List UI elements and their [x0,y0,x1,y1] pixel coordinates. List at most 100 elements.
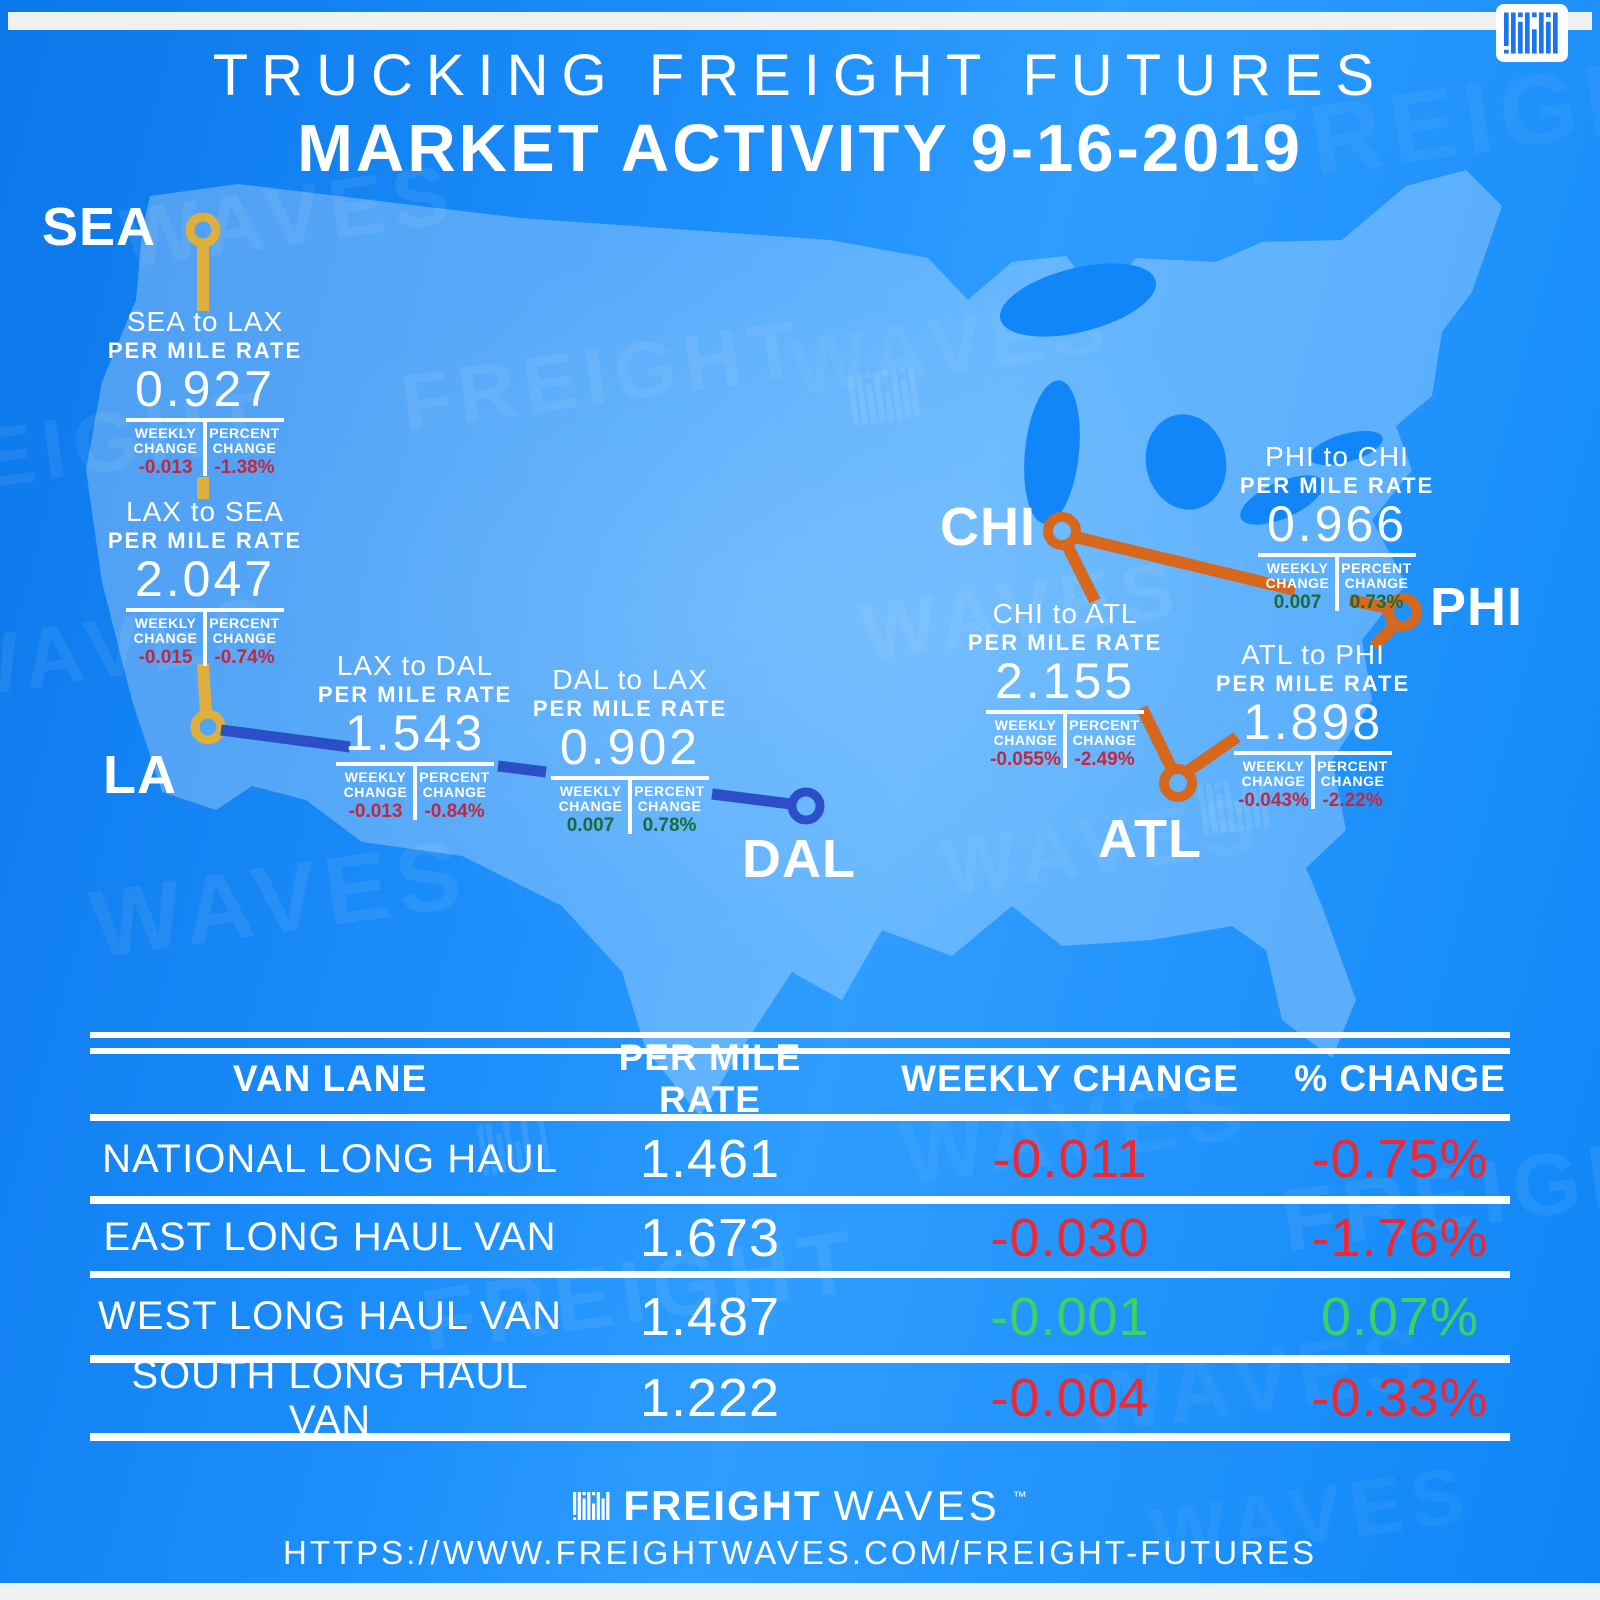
lane-stats-chi-to-atl: CHI to ATL PER MILE RATE 2.155 WEEKLY CHA… [935,600,1195,770]
lane-change-panel: WEEKLY CHANGE -0.013 PERCENT CHANGE -0.84% [336,762,494,822]
la-dal-route-line [497,760,547,778]
van-lane-name: EAST LONG HAUL VAN [103,1215,557,1259]
lane-title: SEA to LAX [126,306,284,337]
percent-change-label: CHANGE [637,798,702,814]
van-lane-name: WEST LONG HAUL VAN [97,1294,562,1338]
percent-change-label: PERCENT [1341,560,1412,576]
per-mile-rate-label: PER MILE RATE [107,338,303,363]
percent-change: PERCENT CHANGE 0.73% [1337,557,1416,613]
freightwaves-footer-logo: FREIGHT WAVES ™ [0,1482,1600,1530]
us-map-silhouette [86,170,1502,1116]
percent-change-value: -2.49% [1074,749,1135,770]
lane-title: LAX to SEA [126,496,284,527]
van-lane-name: SOUTH LONG HAUL VAN [131,1353,529,1442]
city-label-sea: SEA [42,197,157,257]
percent-change-label: CHANGE [422,784,487,800]
dal-pin-icon [787,787,825,825]
percent-change-value: 0.07% [1320,1286,1480,1347]
city-label-la: LA [103,745,177,805]
table-row-south-long-haul-van: SOUTH LONG HAUL VAN 1.222 -0.004 -0.33% [90,1353,1510,1442]
percent-change-label: CHANGE [212,440,277,456]
chi-atl-route-line [1136,705,1178,772]
page-subtitle: MARKET ACTIVITY 9-16-2019 [297,111,1303,186]
table-rule [90,1271,1510,1278]
sea-la-route-line [197,663,212,715]
weekly-change-label: CHANGE [1265,575,1330,591]
column-header-van-lane: VAN LANE [232,1058,428,1099]
lane-change-panel: WEEKLY CHANGE -0.015 PERCENT CHANGE -0.74% [126,608,284,668]
percent-change-label: CHANGE [1072,732,1137,748]
van-lane-name: NATIONAL LONG HAUL [102,1136,558,1181]
lane-stats-atl-to-phi: ATL to PHI PER MILE RATE 1.898 WEEKLY CHA… [1183,641,1443,811]
weekly-change-value: -0.013 [348,801,403,822]
chi-pin-icon [1043,512,1081,550]
per-mile-rate-value: 1.222 [639,1368,781,1428]
weekly-change-value: -0.013 [138,457,193,478]
percent-change: PERCENT CHANGE 0.78% [630,780,709,836]
weekly-change-label: WEEKLY [994,717,1057,733]
weekly-change-label: CHANGE [343,784,408,800]
table-rule [90,1196,1510,1204]
weekly-change-value: -0.030 [990,1207,1150,1268]
table-rule [90,1433,1510,1441]
per-mile-rate-label: PER MILE RATE [317,682,513,707]
percent-change-value: -2.22% [1322,790,1383,811]
lane-change-panel: WEEKLY CHANGE -0.043% PERCENT CHANGE -2.22… [1234,751,1392,811]
weekly-change-value: -0.001 [990,1286,1150,1347]
lane-title: ATL to PHI [1241,639,1385,670]
trademark-symbol: ™ [1012,1488,1027,1504]
per-mile-rate-value: 1.543 [344,705,486,761]
watermark-bars-icon [476,1116,551,1177]
per-mile-rate-value: 2.155 [994,653,1136,709]
column-header-percent-change: % CHANGE [1294,1058,1506,1099]
percent-change-label: PERCENT [1069,717,1140,733]
city-label-dal: DAL [742,829,856,889]
table-rule [90,1355,1510,1363]
weekly-change-label: WEEKLY [344,769,407,785]
table-row-east-long-haul-van: EAST LONG HAUL VAN 1.673 -0.030 -1.76% [90,1204,1510,1271]
weekly-change-label: CHANGE [1241,773,1306,789]
per-mile-rate-value: 0.902 [559,719,701,775]
column-header-per-mile-rate: PER MILE RATE [618,1037,802,1120]
weekly-change-label: WEEKLY [1242,758,1305,774]
atl-phi-route-line [1369,620,1400,651]
lane-change-panel: WEEKLY CHANGE -0.055% PERCENT CHANGE -2.49… [986,710,1144,770]
percent-change-value: -0.75% [1311,1129,1489,1189]
weekly-change-label: CHANGE [993,732,1058,748]
la-dal-route-line [711,788,792,810]
website-url-link[interactable]: HTTPS://WWW.FREIGHTWAVES.COM/FREIGHT-FUT… [283,1534,1317,1571]
weekly-change: WEEKLY CHANGE -0.043% [1234,755,1313,811]
percent-change-label: CHANGE [1344,575,1409,591]
city-label-phi: PHI [1430,577,1524,637]
weekly-change-value: -0.004 [990,1368,1150,1428]
chi-atl-route-line [1060,540,1101,604]
weekly-change-value: 0.007 [566,815,615,836]
percent-change-label: PERCENT [1317,758,1388,774]
table-header-row: VAN LANE PER MILE RATE WEEKLY CHANGE % C… [90,1037,1510,1120]
brand-name-light: WAVES [833,1482,1001,1529]
lane-stats-phi-to-chi: PHI to CHI PER MILE RATE 0.966 WEEKLY CHA… [1207,443,1467,613]
per-mile-rate-label: PER MILE RATE [532,696,728,721]
table-row-west-long-haul-van: WEST LONG HAUL VAN 1.487 -0.001 0.07% [90,1278,1510,1355]
per-mile-rate-value: 1.487 [639,1286,781,1347]
la-dal-route-line [220,724,351,753]
per-mile-rate-label: PER MILE RATE [107,528,303,553]
percent-change-value: -0.74% [214,647,275,668]
lane-stats-lax-to-dal: LAX to DAL PER MILE RATE 1.543 WEEKLY CHA… [285,652,545,822]
per-mile-rate-value: 0.966 [1266,496,1408,552]
la-pin-icon [190,709,226,745]
watermark-bars-icon [846,366,921,427]
lane-change-panel: WEEKLY CHANGE 0.007 PERCENT CHANGE 0.78% [551,776,709,836]
per-mile-rate-label: PER MILE RATE [1239,473,1435,498]
percent-change: PERCENT CHANGE -1.38% [205,422,284,478]
percent-change: PERCENT CHANGE -0.84% [415,766,494,822]
percent-change-label: PERCENT [634,783,705,799]
weekly-change-label: WEEKLY [1266,560,1329,576]
weekly-change-label: WEEKLY [559,783,622,799]
atl-pin-icon [1159,764,1197,802]
percent-change-value: 0.73% [1349,592,1404,613]
top-border-strip [8,12,1592,30]
city-label-atl: ATL [1098,809,1202,869]
weekly-change-label: CHANGE [133,630,198,646]
